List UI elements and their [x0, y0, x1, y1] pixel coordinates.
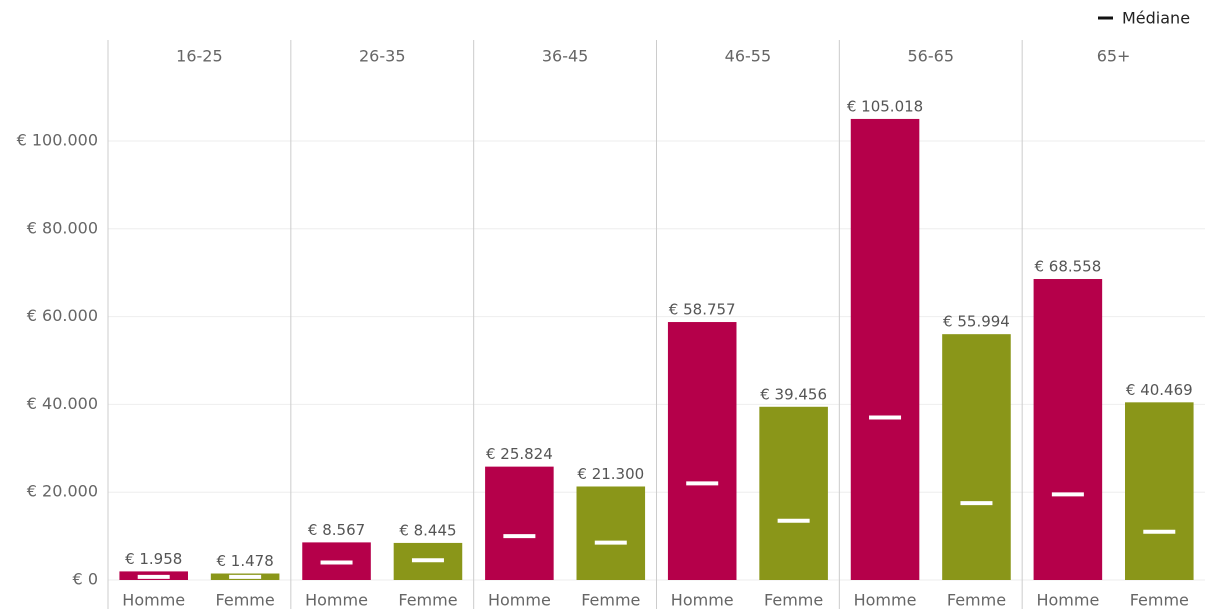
- value-label: € 1.958: [125, 550, 182, 568]
- value-label: € 8.567: [308, 521, 365, 539]
- x-tick-label: Femme: [947, 591, 1006, 609]
- x-tick-label: Femme: [216, 591, 275, 609]
- y-tick-label: € 100.000: [17, 130, 98, 149]
- panel-title: 26-35: [359, 47, 406, 66]
- value-label: € 21.300: [577, 465, 644, 483]
- bar: [1033, 279, 1103, 580]
- value-label: € 105.018: [847, 97, 923, 115]
- value-label: € 58.757: [669, 301, 736, 319]
- x-tick-label: Femme: [1130, 591, 1189, 609]
- panel-title: 46-55: [725, 47, 772, 66]
- bar: [759, 406, 828, 580]
- x-tick-label: Femme: [398, 591, 457, 609]
- y-tick-label: € 40.000: [27, 394, 98, 413]
- x-tick-label: Homme: [1036, 591, 1099, 609]
- y-tick-label: € 20.000: [27, 482, 98, 501]
- y-tick-label: € 80.000: [27, 218, 98, 237]
- value-label: € 39.456: [760, 385, 827, 403]
- x-tick-label: Femme: [581, 591, 640, 609]
- x-tick-label: Homme: [671, 591, 734, 609]
- panel-title: 16-25: [176, 47, 223, 66]
- value-label: € 40.469: [1126, 381, 1193, 399]
- x-tick-label: Homme: [854, 591, 917, 609]
- panel-title: 65+: [1097, 47, 1131, 66]
- x-tick-label: Homme: [122, 591, 185, 609]
- bar: [576, 486, 646, 580]
- value-label: € 55.994: [943, 313, 1010, 331]
- x-tick-label: Homme: [305, 591, 368, 609]
- bar: [1125, 402, 1194, 580]
- panel-title: 36-45: [542, 47, 589, 66]
- value-label: € 25.824: [486, 445, 553, 463]
- value-label: € 8.445: [399, 521, 456, 539]
- value-label: € 68.558: [1034, 258, 1101, 276]
- x-tick-label: Femme: [764, 591, 823, 609]
- y-tick-label: € 0: [73, 570, 98, 589]
- bar: [942, 334, 1011, 580]
- bar: [850, 118, 920, 580]
- bar: [485, 466, 554, 580]
- bar: [667, 322, 737, 580]
- y-tick-label: € 60.000: [27, 306, 98, 325]
- value-label: € 1.478: [216, 552, 273, 570]
- panel-title: 56-65: [908, 47, 955, 66]
- x-tick-label: Homme: [488, 591, 551, 609]
- legend-label: Médiane: [1122, 9, 1190, 28]
